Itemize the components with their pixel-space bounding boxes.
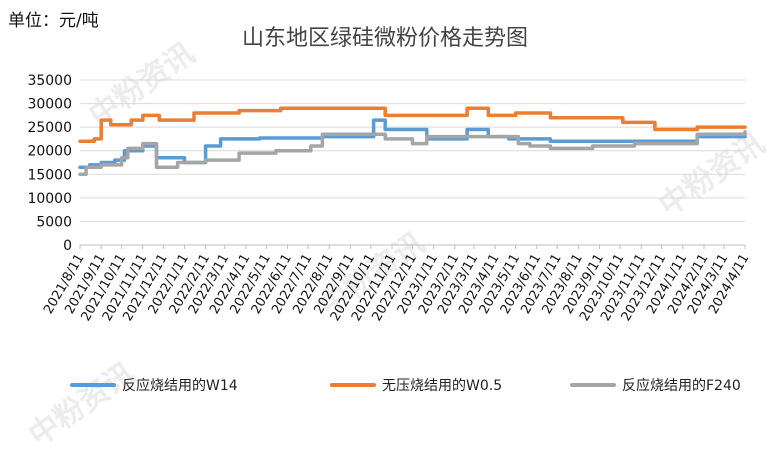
y-tick-label: 20000 xyxy=(27,144,72,160)
legend-swatch xyxy=(570,383,616,387)
y-tick-label: 5000 xyxy=(36,214,72,230)
y-tick-label: 15000 xyxy=(27,167,72,183)
y-tick-label: 25000 xyxy=(27,120,72,136)
series-line-3 xyxy=(78,130,747,177)
legend-label: 反应烧结用的W14 xyxy=(122,378,238,394)
y-tick-label: 35000 xyxy=(27,73,72,89)
chart-title: 山东地区绿硅微粉价格走势图 xyxy=(241,26,528,51)
legend-item-2: 无压烧结用的W0.5 xyxy=(330,372,502,398)
legend: 反应烧结用的W14 无压烧结用的W0.5 反应烧结用的F240 xyxy=(0,372,770,402)
legend-item-1: 反应烧结用的W14 xyxy=(70,372,238,398)
legend-swatch xyxy=(330,383,376,387)
legend-item-3: 反应烧结用的F240 xyxy=(570,372,741,398)
legend-label: 反应烧结用的F240 xyxy=(622,378,741,394)
legend-swatch xyxy=(70,383,116,387)
unit-label: 单位：元/吨 xyxy=(8,11,99,31)
legend-label: 无压烧结用的W0.5 xyxy=(382,378,503,394)
y-tick-label: 10000 xyxy=(27,191,72,207)
y-tick-label: 0 xyxy=(63,238,72,254)
series-line-2 xyxy=(78,106,747,144)
y-tick-label: 30000 xyxy=(27,97,72,113)
